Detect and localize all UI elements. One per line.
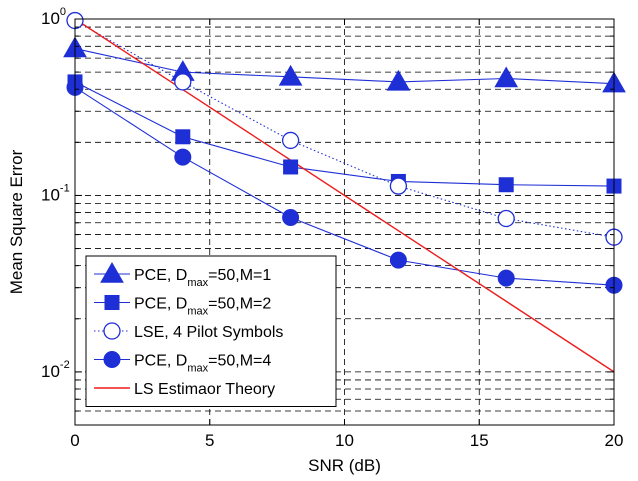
legend-label-part: PCE, D — [134, 267, 187, 284]
x-tick-label: 0 — [70, 431, 79, 450]
data-point — [389, 251, 407, 269]
y-tick-label: 100 — [41, 6, 66, 28]
data-point — [175, 129, 191, 145]
legend-label: PCE, Dmax=50,M=1 — [134, 267, 271, 289]
legend-label-part: PCE, D — [134, 296, 187, 313]
y-axis-label: Mean Square Error — [7, 149, 26, 294]
data-point — [498, 177, 514, 193]
data-point — [278, 64, 303, 86]
legend-label-part: LSE, 4 Pilot Symbols — [134, 324, 283, 341]
legend-label-part: PCE, D — [134, 353, 187, 370]
legend-label-part: =50,M=2 — [208, 296, 271, 313]
legend-label-part: LS Estimaor Theory — [134, 381, 275, 398]
y-tick-label: 10-1 — [41, 182, 70, 204]
y-tick-exponent: -1 — [60, 182, 70, 194]
x-tick-labels: 0 5 10 15 20 — [70, 431, 623, 450]
y-tick-label: 10-2 — [41, 359, 70, 381]
y-tick-exponent: 0 — [60, 6, 66, 18]
legend-label: PCE, Dmax=50,M=2 — [134, 296, 271, 318]
x-axis-label: SNR (dB) — [308, 456, 381, 475]
y-tick-exponent: -2 — [60, 359, 70, 371]
y-tick-base: 10 — [41, 362, 60, 381]
x-tick-label: 10 — [335, 431, 354, 450]
legend-label: LS Estimaor Theory — [134, 381, 275, 398]
series-line — [74, 18, 615, 373]
data-point — [497, 209, 515, 228]
legend-label-part: =50,M=4 — [208, 353, 271, 370]
legend-marker — [103, 351, 121, 368]
series-line — [74, 20, 615, 238]
legend-marker — [104, 295, 120, 310]
axis-ticks — [74, 19, 615, 426]
legend-label-part: max — [187, 277, 208, 289]
legend-label: LSE, 4 Pilot Symbols — [134, 324, 283, 341]
data-point — [283, 159, 299, 175]
legend-marker — [100, 261, 124, 283]
legend-label: PCE, Dmax=50,M=4 — [134, 353, 271, 375]
x-tick-label: 5 — [205, 431, 214, 450]
series-lines — [74, 18, 615, 373]
data-point — [497, 269, 515, 287]
y-tick-base: 10 — [41, 9, 60, 28]
x-tick-label: 15 — [470, 431, 489, 450]
series-line — [74, 48, 615, 85]
data-point — [389, 177, 408, 195]
legend-label-part: =50,M=1 — [208, 267, 271, 284]
y-tick-base: 10 — [41, 185, 60, 204]
x-tick-label: 20 — [605, 431, 624, 450]
grid-lines — [75, 19, 614, 425]
legend-marker — [103, 322, 121, 340]
data-point — [282, 208, 300, 226]
legend-label-part: max — [187, 306, 208, 318]
data-point — [281, 131, 300, 150]
data-point — [386, 69, 411, 91]
legend-label-part: max — [187, 363, 208, 375]
series-line — [74, 81, 615, 187]
data-point — [494, 66, 519, 88]
data-point — [174, 73, 192, 91]
legend-box — [85, 255, 337, 407]
series-line — [74, 86, 615, 286]
data-point — [174, 148, 192, 166]
